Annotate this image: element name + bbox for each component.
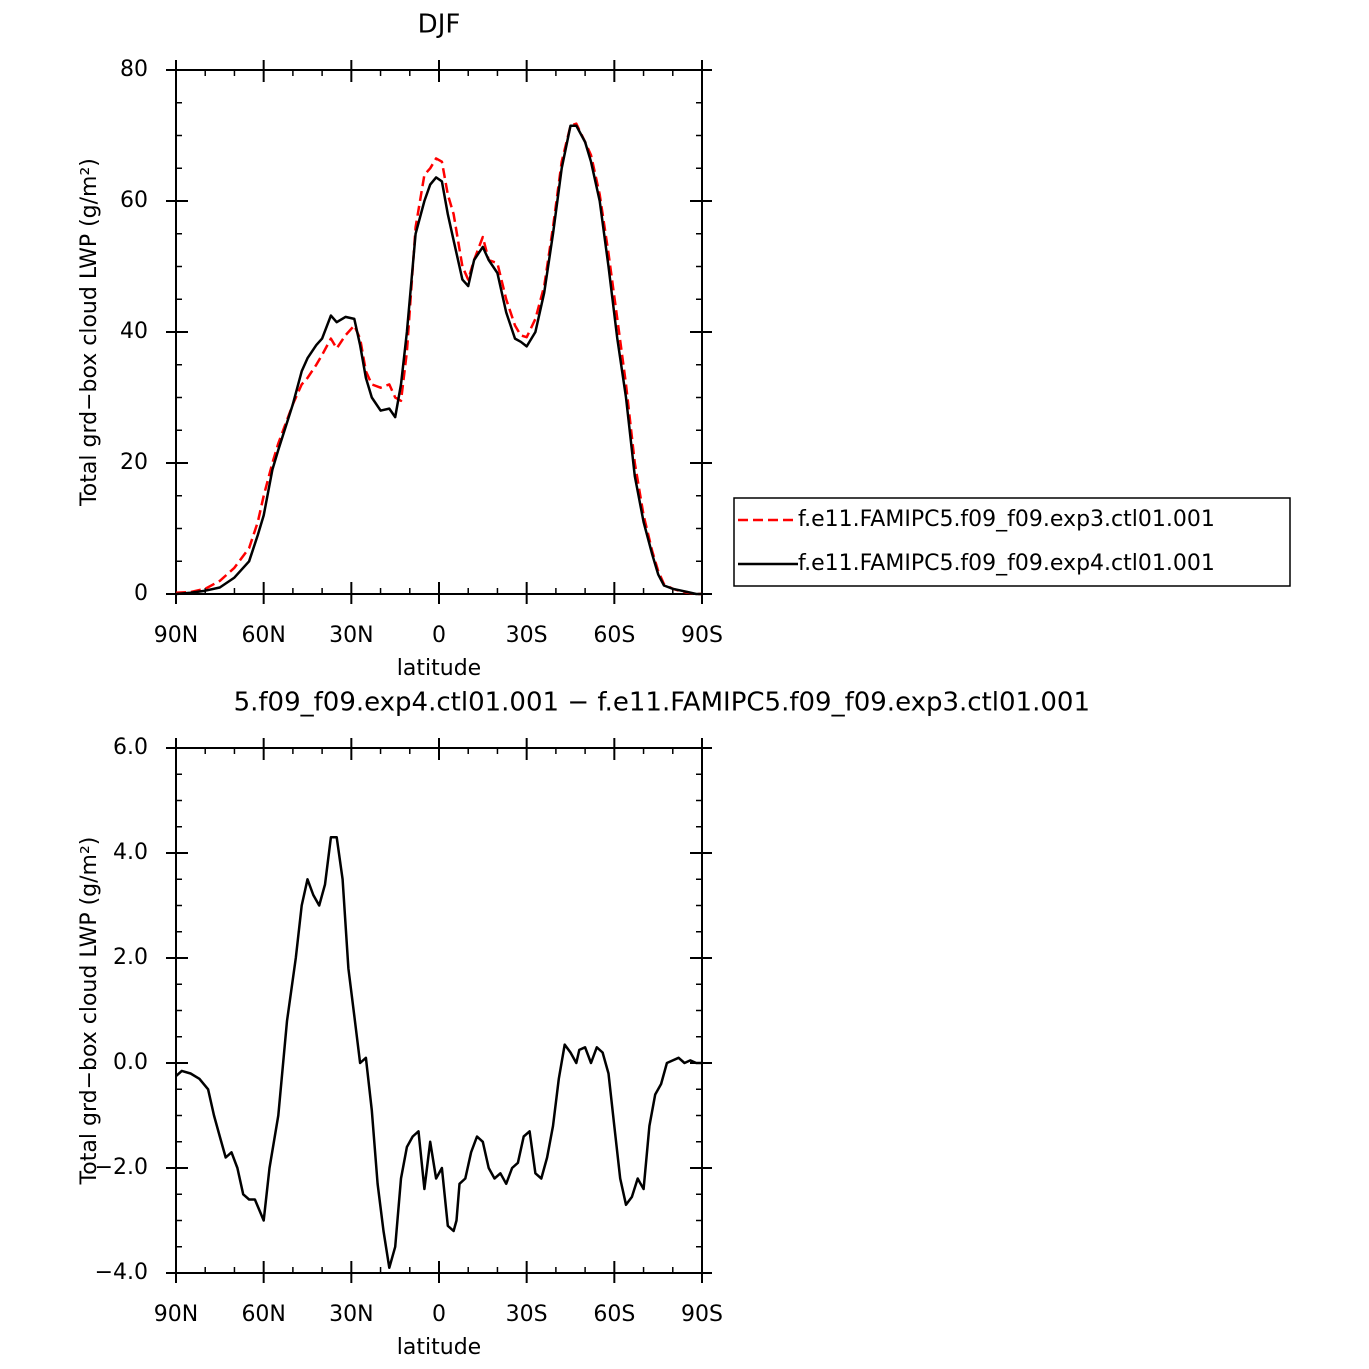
y-tick-label: −2.0 [95,1155,148,1180]
chart-title: DJF [418,10,461,40]
legend-label: f.e11.FAMIPC5.f09_f09.exp4.ctl01.001 [798,551,1215,576]
x-tick-label: 60N [241,1302,285,1327]
x-tick-label: 60N [241,623,285,648]
legend-label: f.e11.FAMIPC5.f09_f09.exp3.ctl01.001 [798,507,1215,532]
x-tick-label: 30S [506,1302,548,1327]
x-tick-label: 30N [329,1302,373,1327]
x-axis-label: latitude [397,1335,481,1360]
chart-title: 5.f09_f09.exp4.ctl01.001 − f.e11.FAMIPC5… [234,688,1090,718]
x-tick-label: 30S [506,623,548,648]
x-tick-label: 90N [154,623,198,648]
y-tick-label: 6.0 [113,735,148,760]
y-tick-label: 40 [120,319,148,344]
x-tick-label: 0 [432,623,446,648]
plot-frame [175,69,703,595]
x-axis-label: latitude [397,656,481,681]
y-axis-label: Total grd−box cloud LWP (g/m²) [77,158,102,507]
y-tick-label: 0 [134,581,148,606]
x-tick-label: 0 [432,1302,446,1327]
y-tick-label: 4.0 [113,840,148,865]
x-tick-label: 90S [681,1302,723,1327]
x-tick-label: 90S [681,623,723,648]
y-tick-label: 0.0 [113,1050,148,1075]
y-tick-label: 20 [120,450,148,475]
y-tick-label: −4.0 [95,1260,148,1285]
x-tick-label: 90N [154,1302,198,1327]
x-tick-label: 60S [593,623,635,648]
series-line [175,124,702,596]
series-line [175,122,702,596]
y-axis-label: Total grd−box cloud LWP (g/m²) [77,837,102,1186]
y-tick-label: 60 [120,188,148,213]
x-tick-label: 60S [593,1302,635,1327]
series-line [175,836,702,1270]
y-tick-label: 2.0 [113,945,148,970]
x-tick-label: 30N [329,623,373,648]
legend-box [733,497,1291,587]
y-tick-label: 80 [120,57,148,82]
